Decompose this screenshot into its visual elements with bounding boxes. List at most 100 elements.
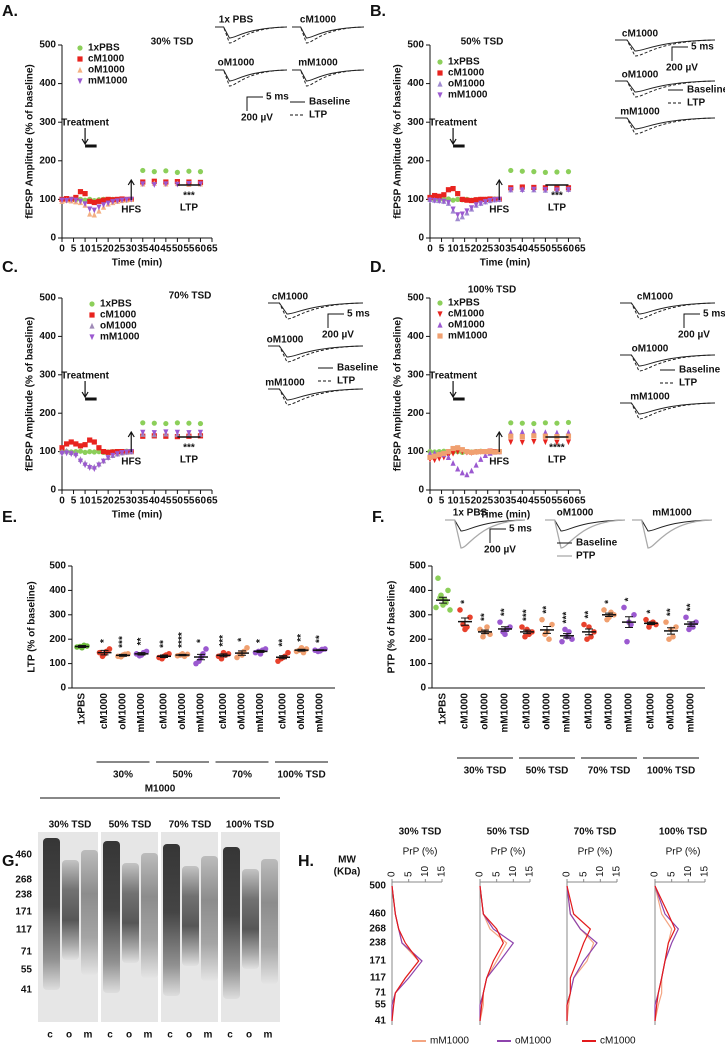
data-point [455, 191, 461, 197]
data-point [608, 609, 614, 616]
legend-label: mM1000 [430, 1036, 469, 1047]
data-point [140, 420, 146, 426]
legend-label: cM1000 [448, 309, 485, 320]
trace-label: cM1000 [622, 29, 659, 40]
x-tick-label: 15 [91, 244, 103, 255]
x-tick-label: 35 [505, 496, 517, 507]
trace [268, 345, 364, 363]
annotation: Treatment [429, 371, 477, 382]
trace-label: cM1000 [637, 292, 674, 303]
data-point [460, 621, 466, 628]
y-tick-label: 300 [39, 117, 56, 128]
data-point [174, 429, 180, 436]
trace [620, 354, 716, 367]
data-point [445, 449, 452, 455]
y-tick-label: 300 [39, 369, 56, 380]
y-tick-label: 400 [49, 585, 66, 596]
x-tick-label: oM1000 [177, 693, 188, 730]
lane-label: m [264, 1030, 273, 1041]
data-point [455, 212, 461, 218]
trace [445, 519, 526, 549]
x-tick-label: 10 [80, 496, 92, 507]
data-point [436, 198, 442, 205]
x-tick-label: 25 [482, 244, 494, 255]
x-tick-label: 5 [439, 496, 445, 507]
x-tick-label: 30 [494, 244, 506, 255]
error-bar [501, 626, 509, 632]
y-tick-label: 100 [407, 446, 424, 457]
data-point [554, 187, 560, 194]
data-point [539, 616, 545, 623]
annotation-arrow [495, 178, 503, 200]
data-point [427, 454, 433, 460]
x-tick-label: mM1000 [255, 693, 266, 733]
x-tick-label: 20 [471, 244, 483, 255]
y-tick-label: 171 [369, 956, 386, 967]
gel-lane [261, 859, 278, 984]
data-point [584, 636, 590, 642]
chart-title: 70% TSD [169, 291, 212, 302]
data-point [542, 169, 548, 175]
error-bar [100, 649, 109, 656]
data-point [82, 201, 88, 208]
data-point [542, 429, 548, 435]
trace [632, 519, 713, 532]
x-tick-label: 15 [525, 865, 536, 877]
data-point [432, 457, 438, 464]
data-point [508, 429, 514, 435]
x-tick-label: 65 [574, 496, 586, 507]
x-tick-label: 50 [172, 244, 184, 255]
profile-line [479, 885, 508, 1022]
data-point [82, 462, 88, 469]
data-point [59, 197, 65, 204]
x-axis-label: Time (min) [480, 258, 530, 269]
x-tick-label: 65 [574, 244, 586, 255]
data-point [441, 198, 447, 205]
legend-marker [89, 334, 95, 341]
annotation: HFS [489, 205, 509, 216]
gel-separator [218, 832, 221, 1022]
data-point [64, 441, 70, 447]
data-point [96, 198, 102, 204]
data-point [468, 205, 475, 211]
legend-label: mM1000 [100, 332, 140, 343]
x-axis-label: Time (min) [112, 510, 162, 521]
significance: ** [666, 608, 677, 616]
significance: * [99, 639, 110, 643]
chart-title: 100% TSD [468, 285, 516, 296]
data-point [565, 429, 572, 435]
profile-line [479, 885, 515, 1021]
data-point [519, 187, 525, 194]
data-point [588, 633, 594, 640]
data-point [473, 202, 479, 208]
data-point [554, 169, 560, 175]
gel-group-label: 100% TSD [226, 820, 274, 831]
data-point [100, 202, 107, 208]
x-tick-label: 1xPBS [77, 693, 88, 725]
error-bar [316, 649, 324, 652]
gel-lane [182, 866, 199, 966]
data-point [565, 187, 572, 193]
x-tick-label: 55 [183, 496, 195, 507]
y-tick-label: 200 [39, 155, 56, 166]
data-point [151, 182, 157, 188]
mw-label: 268 [15, 875, 32, 886]
x-tick-label: 1xPBS [438, 693, 449, 725]
x-tick-label: 40 [517, 496, 529, 507]
x-tick-label: cM1000 [218, 693, 229, 730]
trace [215, 26, 288, 39]
legend-label: oM1000 [88, 65, 125, 76]
scale-x-label: 5 ms [347, 309, 370, 320]
data-point [621, 604, 627, 611]
legend-label: Baseline [337, 363, 379, 374]
trace-label: oM1000 [267, 335, 304, 346]
x-tick-label: 20 [103, 496, 115, 507]
x-tick-label: mM1000 [686, 693, 697, 733]
chart-title: 30% TSD [399, 827, 442, 838]
lane-label: c [167, 1030, 173, 1041]
significance: *** [562, 612, 573, 624]
x-tick-label: 50 [172, 496, 184, 507]
legend-marker [437, 70, 443, 76]
data-point [450, 460, 456, 466]
x-tick-label: mM1000 [196, 693, 207, 733]
